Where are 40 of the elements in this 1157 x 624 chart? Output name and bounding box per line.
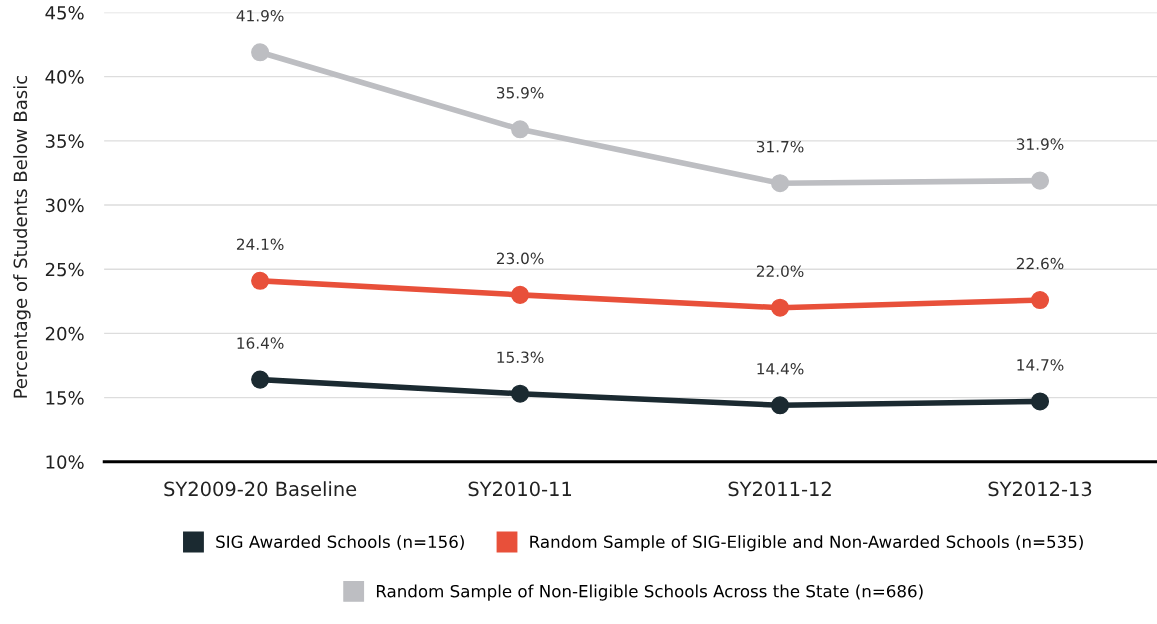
legend-label: Random Sample of Non-Eligible Schools Across the State (n=686) bbox=[376, 584, 923, 601]
y-tick-label: 20% bbox=[45, 326, 84, 341]
data-label: 14.4% bbox=[757, 362, 804, 375]
y-tick-label: 40% bbox=[45, 70, 84, 84]
point bbox=[511, 384, 530, 403]
point bbox=[771, 298, 790, 317]
point bbox=[511, 285, 530, 304]
data-label: 22.0% bbox=[756, 265, 804, 277]
data-label: 22.6% bbox=[1016, 257, 1064, 270]
y-tick-label: 30% bbox=[45, 198, 84, 213]
point bbox=[251, 271, 270, 290]
y-tick-label: 45% bbox=[45, 5, 84, 20]
legend-label: SIG Awarded Schools (n=156) bbox=[216, 535, 464, 551]
data-label: 15.3% bbox=[497, 351, 544, 363]
y-tick-label: 15% bbox=[46, 391, 84, 405]
y-axis-title: Percentage of Students Below Basic bbox=[13, 75, 31, 398]
x-tick-label: SY2011-12 bbox=[728, 481, 831, 497]
data-label: 23.0% bbox=[496, 252, 544, 265]
data-label: 24.1% bbox=[236, 238, 284, 251]
data-label: 31.7% bbox=[756, 140, 804, 153]
data-label: 35.9% bbox=[496, 87, 544, 99]
y-tick-label: 10% bbox=[46, 455, 84, 469]
data-label: 16.4% bbox=[237, 337, 284, 349]
x-tick-label: SY2012-13 bbox=[988, 481, 1092, 497]
point bbox=[511, 120, 530, 139]
data-label: 41.9% bbox=[236, 9, 284, 22]
data-label: 31.9% bbox=[1016, 138, 1064, 150]
point bbox=[1030, 392, 1050, 411]
point bbox=[1030, 290, 1050, 310]
point bbox=[251, 370, 270, 389]
data-label: 14.7% bbox=[1017, 359, 1064, 371]
y-tick-label: 25% bbox=[45, 262, 84, 277]
point bbox=[771, 396, 790, 415]
point bbox=[1030, 171, 1050, 190]
x-tick-label: SY2009-20 Baseline bbox=[164, 481, 357, 497]
x-tick-label: SY2010-11 bbox=[468, 481, 572, 497]
point bbox=[771, 174, 790, 193]
point bbox=[251, 43, 270, 62]
y-tick-label: 35% bbox=[45, 134, 84, 148]
legend-label: Random Sample of SIG-Eligible and Non-Awarded Schools (n=535) bbox=[530, 535, 1083, 552]
